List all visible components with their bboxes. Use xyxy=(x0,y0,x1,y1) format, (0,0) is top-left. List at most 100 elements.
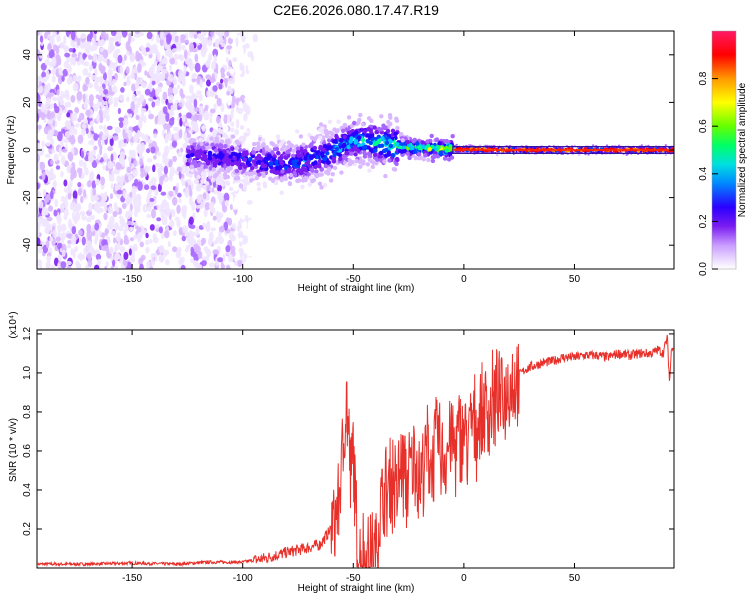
heatmap-noise-cell xyxy=(165,112,170,123)
heatmap-signal-cell xyxy=(395,157,400,163)
heatmap-signal-cell xyxy=(195,149,200,155)
heatmap-signal-cell xyxy=(604,147,607,150)
heatmap-noise-cell xyxy=(144,184,150,191)
heatmap-noise-cell xyxy=(149,197,155,202)
heatmap-signal-cell xyxy=(234,168,240,174)
heatmap-noise-cell xyxy=(91,38,96,44)
heatmap-noise-cell xyxy=(231,102,236,109)
heatmap-signal-cell xyxy=(207,150,213,156)
colorbar-gradient xyxy=(711,30,737,270)
heatmap-noise-cell xyxy=(93,31,98,34)
heatmap-signal-cell xyxy=(380,136,385,141)
heatmap-noise-cell xyxy=(122,203,127,209)
heatmap-noise-cell xyxy=(56,131,63,142)
heatmap-noise-cell xyxy=(197,113,203,122)
heatmap-signal-cell xyxy=(203,154,208,159)
heatmap-noise-cell xyxy=(202,31,207,37)
heatmap-noise-cell xyxy=(64,89,70,95)
heatmap-signal-cell xyxy=(219,144,224,150)
heatmap-noise-cell xyxy=(39,161,46,171)
heatmap-noise-cell xyxy=(75,57,80,62)
heatmap-noise-cell xyxy=(119,255,124,264)
heatmap-signal-cell xyxy=(330,172,335,177)
heatmap-noise-cell xyxy=(238,230,244,240)
heatmap-signal-cell xyxy=(303,148,308,154)
heatmap-signal-cell xyxy=(241,152,246,158)
heatmap-noise-cell xyxy=(37,76,41,81)
heatmap-signal-cell xyxy=(312,145,318,151)
heatmap-noise-cell xyxy=(72,75,78,82)
heatmap-noise-cell xyxy=(49,89,55,94)
heatmap-noise-cell xyxy=(37,142,41,151)
heatmap-noise-cell xyxy=(83,189,87,198)
heatmap-noise-cell xyxy=(106,135,113,140)
heatmap-noise-cell xyxy=(46,255,52,261)
heatmap-noise-cell xyxy=(127,108,133,114)
heatmap-signal-cell xyxy=(621,147,624,150)
heatmap-noise-cell xyxy=(92,187,97,196)
heatmap-noise-cell xyxy=(37,153,40,163)
heatmap-noise-cell xyxy=(173,132,180,141)
heatmap-noise-cell xyxy=(113,237,116,244)
heatmap-signal-cell xyxy=(347,158,352,163)
heatmap-signal-cell xyxy=(218,129,224,134)
heatmap-signal-cell xyxy=(501,150,504,153)
heatmap-noise-cell xyxy=(227,37,233,45)
heatmap-noise-cell xyxy=(118,121,124,128)
heatmap-x-tick-label: -50 xyxy=(346,274,361,285)
heatmap-noise-cell xyxy=(83,246,89,256)
heatmap-noise-cell xyxy=(248,219,253,229)
heatmap-signal-cell xyxy=(427,147,432,152)
heatmap-noise-cell xyxy=(105,79,109,86)
heatmap-signal-cell xyxy=(417,145,422,151)
heatmap-noise-cell xyxy=(45,142,51,147)
heatmap-noise-cell xyxy=(170,104,176,112)
heatmap-signal-cell xyxy=(388,143,393,149)
heatmap-noise-cell xyxy=(126,166,132,174)
heatmap-signal-cell xyxy=(287,160,293,165)
heatmap-signal-cell xyxy=(363,144,368,150)
heatmap-noise-cell xyxy=(85,44,91,55)
heatmap-noise-cell xyxy=(239,94,246,104)
heatmap-signal-cell xyxy=(235,175,241,181)
heatmap-signal-cell xyxy=(405,151,410,156)
heatmap-noise-cell xyxy=(171,140,177,148)
snr-x-ticks: -150 -100 -50 0 50 xyxy=(122,330,580,584)
heatmap-noise-cell xyxy=(87,72,92,78)
heatmap-noise-cell xyxy=(203,36,208,47)
heatmap-noise-cell xyxy=(112,210,118,218)
heatmap-noise-cell xyxy=(54,257,59,267)
heatmap-noise-cell xyxy=(112,65,116,72)
heatmap-signal-cell xyxy=(262,181,267,186)
heatmap-noise-cell xyxy=(129,226,134,232)
heatmap-signal-cell xyxy=(448,151,453,156)
heatmap-noise-cell xyxy=(230,110,234,120)
heatmap-signal-cell xyxy=(209,136,214,141)
heatmap-noise-cell xyxy=(116,34,121,40)
heatmap-noise-cell xyxy=(194,53,199,62)
heatmap-noise-cell xyxy=(145,47,150,52)
heatmap-noise-cell xyxy=(93,133,99,141)
heatmap-signal-cell xyxy=(298,134,304,139)
heatmap-noise-cell xyxy=(193,33,198,39)
heatmap-signal-cell xyxy=(333,138,338,143)
heatmap-noise-cell xyxy=(159,175,164,186)
heatmap-noise-cell xyxy=(112,78,116,85)
heatmap-noise-cell xyxy=(157,183,162,192)
heatmap-noise-cell xyxy=(38,85,44,94)
heatmap-noise-cell xyxy=(144,88,151,96)
colorbar-tick-label: 0.8 xyxy=(698,71,709,85)
heatmap-noise-cell xyxy=(98,230,103,237)
heatmap-signal-cell xyxy=(296,161,302,166)
heatmap-noise-cell xyxy=(151,80,156,86)
heatmap-signal-cell xyxy=(234,139,240,144)
heatmap-noise-cell xyxy=(135,53,141,62)
heatmap-signal-cell xyxy=(314,169,319,174)
heatmap-noise-cell xyxy=(150,185,156,190)
heatmap-signal-cell xyxy=(276,150,281,156)
heatmap-signal-cell xyxy=(307,164,313,169)
heatmap-noise-cell xyxy=(146,260,151,269)
heatmap-signal-cell xyxy=(319,185,324,190)
heatmap-signal-cell xyxy=(295,129,300,134)
heatmap-signal-cell xyxy=(239,125,245,130)
